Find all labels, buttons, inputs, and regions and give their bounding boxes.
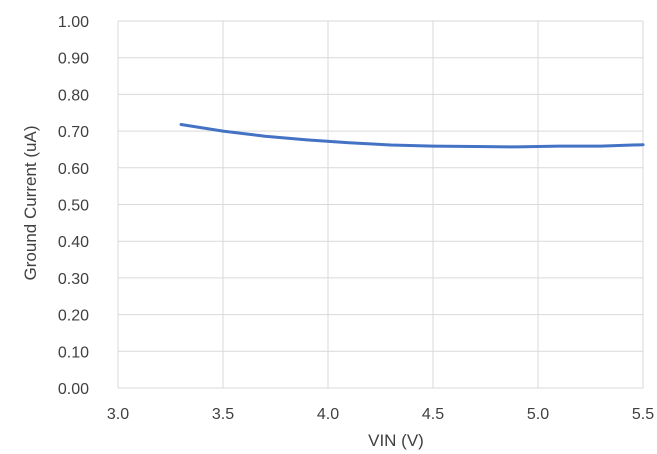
x-tick-label: 3.0 [107,406,129,423]
y-tick-label: 0.80 [58,87,89,104]
x-tick-label: 5.0 [527,406,549,423]
data-point [600,145,603,148]
y-axis-title: Ground Current (uA) [21,126,40,281]
x-tick-label: 4.5 [422,406,444,423]
data-point [306,138,309,141]
y-tick-label: 0.00 [58,381,89,398]
y-tick-label: 1.00 [58,14,89,31]
data-point [432,145,435,148]
y-tick-label: 0.50 [58,198,89,215]
y-tick-label: 0.70 [58,124,89,141]
y-tick-label: 0.90 [58,51,89,68]
data-point [222,130,225,133]
y-tick-label: 0.10 [58,344,89,361]
x-axis-title: VIN (V) [368,431,424,450]
y-tick-label: 0.40 [58,234,89,251]
tick-labels: 0.00 0.10 0.20 0.30 0.40 0.50 0.60 0.70 0.80 0.90… [58,14,654,423]
data-point [516,145,519,148]
y-tick-label: 0.30 [58,271,89,288]
x-tick-label: 3.5 [212,406,234,423]
data-point [558,145,561,148]
y-tick-label: 0.60 [58,161,89,178]
grid [117,20,644,389]
data-point [642,143,645,146]
y-tick-label: 0.20 [58,308,89,325]
series-line [179,123,645,149]
x-tick-label: 4.0 [317,406,339,423]
x-tick-label: 5.5 [632,406,654,423]
data-point [348,141,351,144]
series-layer [179,123,645,149]
data-point [264,135,267,138]
data-point [390,144,393,147]
data-point [180,123,183,126]
data-point [474,145,477,148]
